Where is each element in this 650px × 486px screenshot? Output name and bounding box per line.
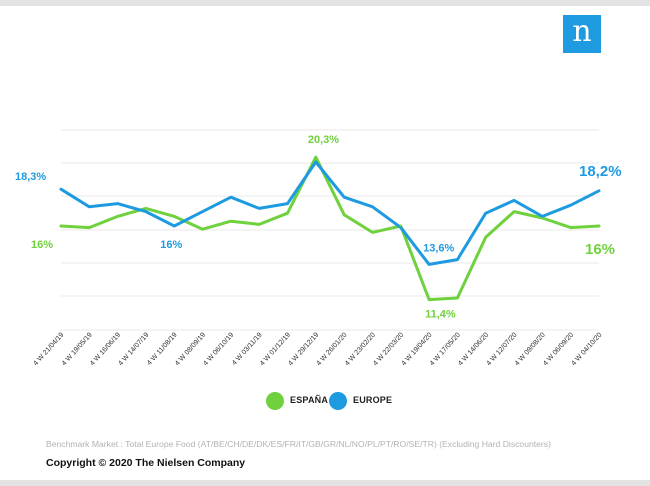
data-label: 18,3% xyxy=(15,171,46,183)
data-point-europe xyxy=(314,160,318,164)
data-point-espana xyxy=(484,236,487,239)
source-note: Benchmark Market : Total Europe Food (AT… xyxy=(46,439,551,449)
data-point-espana xyxy=(456,296,459,300)
data-point-espana xyxy=(286,212,289,215)
series-line-europe xyxy=(59,160,601,266)
slide: n 4 W 21/04/19 4 W 19/05/19 4 W 16/06/19 4 … xyxy=(0,6,650,480)
data-point-espana xyxy=(88,226,91,229)
data-label: 11,4% xyxy=(425,309,456,321)
data-label: 16% xyxy=(585,241,615,258)
nielsen-logo-glyph: n xyxy=(572,14,592,49)
data-point-europe xyxy=(569,204,572,207)
legend-label-europe: EUROPE xyxy=(353,395,393,405)
legend-swatch-europe xyxy=(329,392,347,410)
data-point-europe xyxy=(512,199,516,202)
data-point-europe xyxy=(484,212,487,215)
legend-label-espana: ESPAÑA xyxy=(290,395,329,405)
nielsen-logo: n xyxy=(563,15,601,53)
data-label: 18,2% xyxy=(579,163,622,180)
data-point-europe xyxy=(201,210,204,213)
data-point-europe xyxy=(116,202,119,205)
data-point-espana xyxy=(427,298,431,301)
data-point-espana xyxy=(597,224,601,228)
legend-swatch-espana xyxy=(266,392,284,410)
data-label: 20,3% xyxy=(308,134,339,146)
data-point-europe xyxy=(258,207,261,210)
data-point-espana xyxy=(201,228,204,231)
data-point-europe xyxy=(597,189,601,192)
data-point-europe xyxy=(342,196,346,199)
chart-legend: ESPAÑA EUROPE xyxy=(0,391,650,411)
data-point-espana xyxy=(229,220,233,223)
data-point-europe xyxy=(59,188,63,191)
data-point-europe xyxy=(88,205,91,208)
data-point-espana xyxy=(173,215,176,218)
data-point-europe xyxy=(229,196,233,199)
data-point-europe xyxy=(456,258,459,261)
data-point-espana xyxy=(512,210,516,213)
data-point-europe xyxy=(173,224,176,228)
copyright-text: Copyright © 2020 The Nielsen Company xyxy=(46,457,246,469)
data-point-espana xyxy=(371,231,374,234)
line-chart: 4 W 21/04/194 W 19/05/194 W 16/06/194 W … xyxy=(15,129,622,368)
data-point-espana xyxy=(59,224,63,228)
x-tick-label: 4 W 04/10/20 xyxy=(570,332,603,368)
data-point-europe xyxy=(371,205,374,208)
data-point-europe xyxy=(399,226,402,229)
data-point-europe xyxy=(427,263,431,266)
data-label: 16% xyxy=(31,239,53,251)
data-point-espana xyxy=(314,156,318,159)
data-point-espana xyxy=(116,215,119,218)
data-point-europe xyxy=(541,215,544,218)
data-point-espana xyxy=(342,213,346,216)
data-point-espana xyxy=(569,226,572,229)
data-point-espana xyxy=(144,207,148,210)
data-label: 13,6% xyxy=(423,242,454,254)
data-label: 16% xyxy=(160,239,182,251)
data-point-europe xyxy=(286,202,289,205)
data-point-espana xyxy=(258,223,261,226)
series-line-espana xyxy=(59,155,601,302)
data-point-europe xyxy=(144,210,148,213)
